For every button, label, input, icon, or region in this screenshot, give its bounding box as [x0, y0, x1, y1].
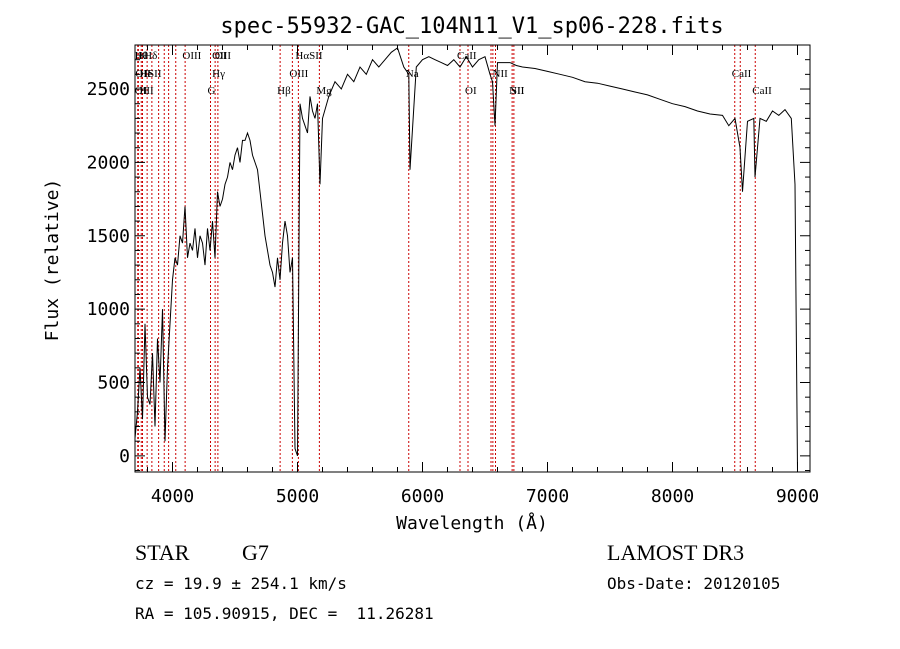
subclass: G7 — [242, 540, 269, 565]
y-tick-label: 1000 — [87, 299, 130, 320]
spectral-line-label: OIII — [289, 68, 308, 80]
spectral-line-label: OI — [465, 85, 477, 97]
spectral-line-label: He — [140, 68, 153, 80]
x-tick-label: 7000 — [526, 486, 569, 507]
spectral-line-label: CaII — [457, 50, 477, 62]
spectral-line-label: OIII — [182, 50, 201, 62]
spectral-line-label: G — [208, 85, 216, 97]
observation-date: Obs-Date: 20120105 — [607, 574, 781, 593]
x-tick-label: 6000 — [401, 486, 444, 507]
chart-title: spec-55932-GAC_104N11_V1_sp06-228.fits — [220, 14, 723, 39]
x-tick-label: 5000 — [276, 486, 319, 507]
spectral-line-label: Hγ — [212, 68, 225, 80]
spectral-line-label: Hθ — [135, 50, 148, 62]
spectral-line-label: K — [138, 50, 146, 62]
spectrum-line — [134, 47, 798, 471]
survey-name: LAMOST DR3 — [607, 540, 745, 565]
redshift-velocity: cz = 19.9 ± 254.1 km/s — [135, 574, 347, 593]
y-axis-label: Flux (relative) — [42, 179, 63, 342]
spectral-line-label: H — [140, 85, 148, 97]
spectral-line-label: NII — [493, 68, 509, 80]
x-tick-label: 4000 — [151, 486, 194, 507]
spectral-line-label: OIII — [135, 85, 154, 97]
spectral-line-label: NII — [509, 85, 525, 97]
coordinates: RA = 105.90915, DEC = 11.26281 — [135, 604, 434, 623]
spectral-line-label: Na — [406, 68, 419, 80]
x-axis: 4000 5000 6000 7000 8000 9000 — [147, 45, 819, 507]
y-tick-label: 2500 — [87, 79, 130, 100]
spectral-line-label: HαSII — [295, 50, 322, 62]
object-class: STAR — [135, 540, 190, 565]
x-axis-label: Wavelength (Å) — [396, 512, 548, 534]
spectral-line-label: Hδ — [144, 50, 157, 62]
spectral-line-label: OI — [215, 50, 227, 62]
spectral-line-label: ISII — [144, 68, 161, 80]
spectral-line-label: Hβ — [277, 85, 291, 97]
y-tick-label: 500 — [97, 372, 130, 393]
x-tick-label: 9000 — [776, 486, 819, 507]
spectral-line-label: Mg — [316, 85, 332, 97]
y-tick-label: 2000 — [87, 152, 130, 173]
y-tick-label: 1500 — [87, 226, 130, 247]
plot-frame — [134, 44, 811, 473]
spectral-line-markers — [137, 45, 756, 472]
x-tick-label: 8000 — [651, 486, 694, 507]
y-axis: 0 500 1000 1500 2000 2500 — [87, 44, 810, 472]
spectral-line-label: CaII — [732, 68, 752, 80]
y-tick-label: 0 — [119, 446, 130, 467]
spectral-line-label: OII — [135, 68, 151, 80]
spectral-line-label: OIII — [212, 50, 231, 62]
spectral-line-label: SII — [511, 85, 525, 97]
spectral-line-label: CaII — [752, 85, 772, 97]
